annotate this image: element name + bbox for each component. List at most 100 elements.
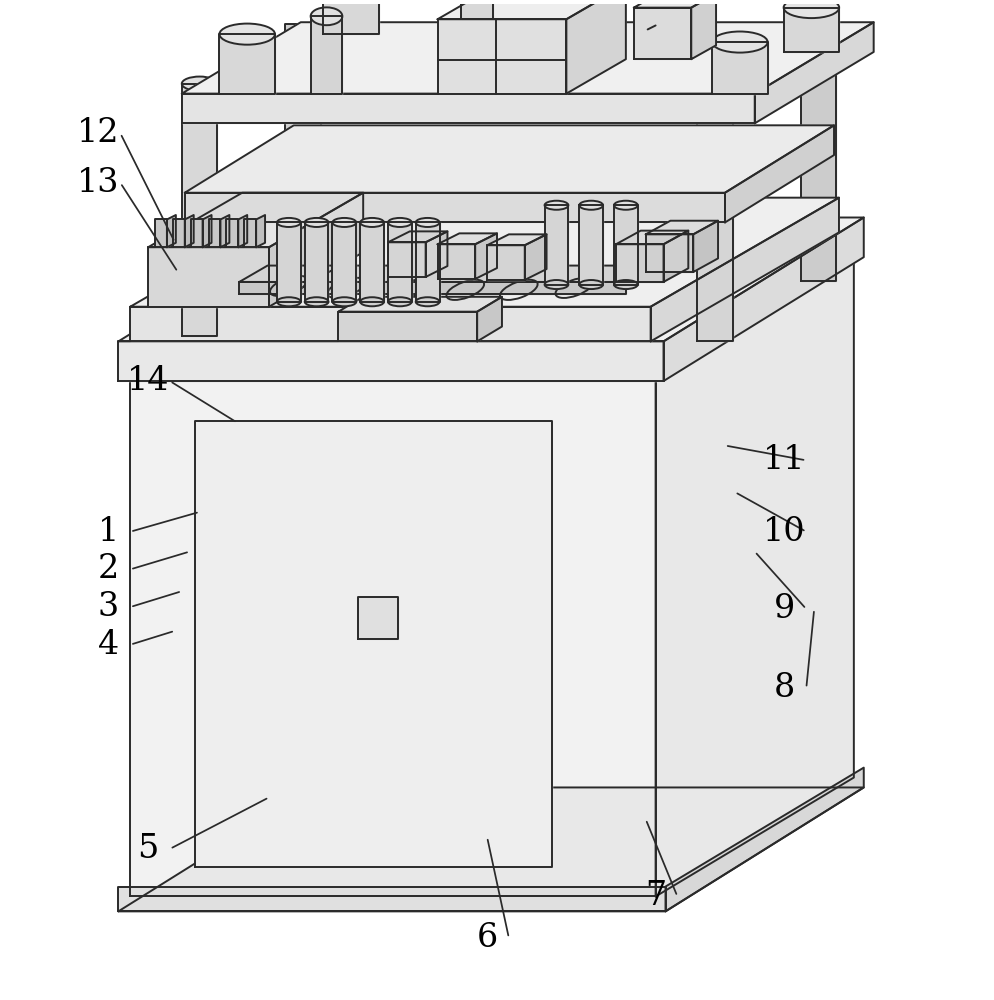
Polygon shape xyxy=(616,231,688,244)
Text: 6: 6 xyxy=(476,922,498,954)
Polygon shape xyxy=(311,16,342,94)
Polygon shape xyxy=(203,215,212,247)
Ellipse shape xyxy=(311,7,342,25)
Text: 10: 10 xyxy=(763,516,806,548)
Polygon shape xyxy=(580,205,603,285)
Ellipse shape xyxy=(332,218,356,227)
Polygon shape xyxy=(545,205,569,285)
Polygon shape xyxy=(118,887,666,911)
Polygon shape xyxy=(167,215,176,247)
Ellipse shape xyxy=(545,280,569,289)
Polygon shape xyxy=(323,0,379,34)
Text: 5: 5 xyxy=(137,833,159,865)
Polygon shape xyxy=(754,22,874,123)
Ellipse shape xyxy=(220,24,275,45)
Polygon shape xyxy=(277,222,301,302)
Ellipse shape xyxy=(801,26,837,41)
Polygon shape xyxy=(437,0,626,19)
Polygon shape xyxy=(118,341,664,381)
Ellipse shape xyxy=(332,297,356,306)
Polygon shape xyxy=(185,193,725,222)
Polygon shape xyxy=(567,0,626,94)
Polygon shape xyxy=(712,42,767,94)
Polygon shape xyxy=(220,34,275,94)
Polygon shape xyxy=(487,245,525,280)
Polygon shape xyxy=(182,22,874,94)
Polygon shape xyxy=(656,262,854,896)
Ellipse shape xyxy=(305,218,328,227)
Polygon shape xyxy=(425,231,447,277)
Polygon shape xyxy=(525,234,547,280)
Ellipse shape xyxy=(415,218,439,227)
Ellipse shape xyxy=(580,280,603,289)
Polygon shape xyxy=(182,94,754,123)
Polygon shape xyxy=(338,312,477,341)
Polygon shape xyxy=(227,219,239,247)
Polygon shape xyxy=(783,8,839,52)
Text: 7: 7 xyxy=(645,880,666,912)
Text: 9: 9 xyxy=(774,593,795,625)
Ellipse shape xyxy=(277,218,301,227)
Polygon shape xyxy=(195,421,552,867)
Ellipse shape xyxy=(580,201,603,210)
Polygon shape xyxy=(155,219,167,247)
Polygon shape xyxy=(239,215,248,247)
Polygon shape xyxy=(437,233,497,244)
Polygon shape xyxy=(221,215,230,247)
Polygon shape xyxy=(269,193,363,307)
Ellipse shape xyxy=(614,201,638,210)
Polygon shape xyxy=(305,222,328,302)
Text: 2: 2 xyxy=(97,553,119,585)
Polygon shape xyxy=(148,193,363,247)
Text: 3: 3 xyxy=(97,591,119,623)
Polygon shape xyxy=(130,262,854,381)
Polygon shape xyxy=(651,198,839,341)
Ellipse shape xyxy=(545,201,569,210)
Polygon shape xyxy=(240,282,626,294)
Polygon shape xyxy=(634,8,691,59)
Polygon shape xyxy=(358,597,398,639)
Polygon shape xyxy=(477,297,502,341)
Text: 13: 13 xyxy=(78,167,120,199)
Ellipse shape xyxy=(360,297,384,306)
Polygon shape xyxy=(691,0,716,59)
Ellipse shape xyxy=(388,297,412,306)
Polygon shape xyxy=(614,205,638,285)
Polygon shape xyxy=(338,297,502,312)
Polygon shape xyxy=(118,218,864,341)
Polygon shape xyxy=(487,234,547,245)
Text: 1: 1 xyxy=(97,516,119,548)
Ellipse shape xyxy=(783,0,839,18)
Polygon shape xyxy=(415,222,439,302)
Text: 4: 4 xyxy=(97,629,119,661)
Polygon shape xyxy=(130,307,651,341)
Text: 8: 8 xyxy=(774,672,795,704)
Polygon shape xyxy=(461,0,493,19)
Ellipse shape xyxy=(388,218,412,227)
Polygon shape xyxy=(182,84,218,336)
Text: 12: 12 xyxy=(78,117,120,149)
Ellipse shape xyxy=(415,297,439,306)
Ellipse shape xyxy=(305,297,328,306)
Polygon shape xyxy=(360,222,384,302)
Polygon shape xyxy=(118,787,864,911)
Polygon shape xyxy=(666,768,864,911)
Ellipse shape xyxy=(182,77,218,91)
Polygon shape xyxy=(437,19,567,94)
Polygon shape xyxy=(285,24,321,276)
Polygon shape xyxy=(148,247,269,307)
Polygon shape xyxy=(191,219,203,247)
Polygon shape xyxy=(475,233,497,279)
Polygon shape xyxy=(185,215,194,247)
Polygon shape xyxy=(185,125,834,193)
Polygon shape xyxy=(634,0,716,8)
Polygon shape xyxy=(697,94,733,341)
Polygon shape xyxy=(209,219,221,247)
Ellipse shape xyxy=(277,297,301,306)
Ellipse shape xyxy=(614,280,638,289)
Polygon shape xyxy=(173,219,185,247)
Polygon shape xyxy=(801,34,837,281)
Polygon shape xyxy=(725,125,834,222)
Polygon shape xyxy=(388,222,412,302)
Polygon shape xyxy=(388,242,425,277)
